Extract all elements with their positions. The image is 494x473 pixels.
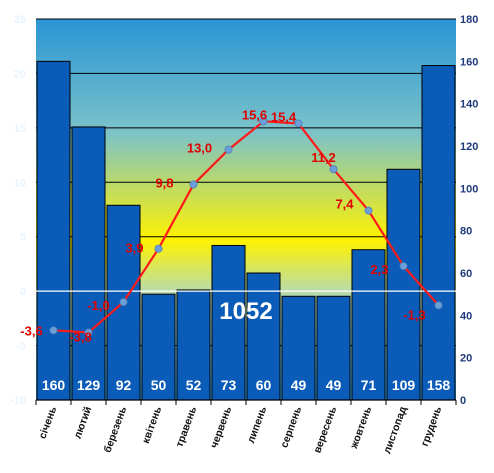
precip-value-label: 52 xyxy=(186,377,202,393)
plot-background xyxy=(36,19,456,400)
precip-bar xyxy=(386,168,421,401)
precip-bar xyxy=(316,295,351,401)
y-right-tick-label: 140 xyxy=(460,99,478,111)
temperature-label: 3,9 xyxy=(125,241,143,256)
y-left-tick-label: 25 xyxy=(14,14,26,26)
precip-bar xyxy=(71,126,106,401)
temperature-label: 11,2 xyxy=(311,150,336,165)
y-left-tick-label: 10 xyxy=(14,177,26,189)
temperature-point xyxy=(84,328,93,337)
temperature-line xyxy=(49,117,443,337)
y-right-tick-label: 0 xyxy=(460,395,466,407)
temperature-label: 15,6 xyxy=(242,107,267,122)
temperature-point xyxy=(49,326,58,335)
y-right-tick-label: 60 xyxy=(460,268,472,280)
temperature-point xyxy=(154,244,163,253)
precip-bar xyxy=(141,293,176,401)
temperature-label: -3,6 xyxy=(20,323,42,338)
y-right-tick-label: 100 xyxy=(460,183,478,195)
temperature-point xyxy=(119,298,128,307)
precip-bar xyxy=(106,204,141,401)
y-left-tick-label: -5 xyxy=(16,341,26,353)
precip-value-label: 60 xyxy=(256,377,272,393)
y-right-tick-label: 80 xyxy=(460,226,472,238)
precip-value-label: 49 xyxy=(291,377,307,393)
annual-total-label: 1052 xyxy=(219,298,272,325)
temperature-point xyxy=(329,165,338,174)
temperature-point xyxy=(259,117,268,126)
temperature-label: 7,4 xyxy=(335,197,354,212)
y-left-tick-label: 0 xyxy=(20,286,26,298)
precip-bar xyxy=(281,295,316,401)
y-left-tick-label: 20 xyxy=(14,68,26,80)
temperature-point xyxy=(434,301,443,310)
precip-value-label: 50 xyxy=(151,377,167,393)
temperature-point xyxy=(224,145,233,154)
y-right-tick-label: 180 xyxy=(460,14,478,26)
data-labels: -3,6 -3,8 -1,0 3,9 9,8 13,0 15,6 15,4 11,2 7,4 2,3… xyxy=(20,107,450,393)
temperature-point xyxy=(364,206,373,215)
precip-value-label: 109 xyxy=(392,377,416,393)
temperature-point xyxy=(399,262,408,271)
y-right-tick-label: 40 xyxy=(460,310,472,322)
temperature-label: 15,4 xyxy=(271,110,297,125)
precip-bar xyxy=(421,65,456,401)
precip-bar xyxy=(246,272,281,401)
temperature-label: 2,3 xyxy=(370,262,388,277)
precip-value-label: 129 xyxy=(77,377,101,393)
y-left-tick-label: 15 xyxy=(14,123,26,135)
temperature-label: 13,0 xyxy=(187,141,212,156)
y-right-tick-label: 20 xyxy=(460,353,472,365)
y-left-tick-label: 5 xyxy=(20,232,26,244)
precip-value-label: 92 xyxy=(116,377,132,393)
temperature-point xyxy=(294,119,303,128)
precip-value-label: 49 xyxy=(326,377,342,393)
temperature-point xyxy=(189,180,198,189)
y-right-tick-label: 120 xyxy=(460,141,478,153)
y-left-tick-label: -10 xyxy=(10,395,26,407)
temperature-label: -3,8 xyxy=(69,330,91,345)
precip-value-label: 158 xyxy=(427,377,451,393)
precip-value-label: 160 xyxy=(42,377,66,393)
precipitation-bars xyxy=(36,60,456,401)
temperature-label: 9,8 xyxy=(155,175,173,190)
temperature-series-line xyxy=(53,120,440,334)
y-right-tick-label: 160 xyxy=(460,56,478,68)
gridlines xyxy=(36,18,456,347)
precip-bar xyxy=(351,249,386,401)
precip-bar xyxy=(36,60,71,401)
temperature-label: -1,3 xyxy=(403,307,425,322)
precip-value-label: 73 xyxy=(221,377,237,393)
precip-value-label: 71 xyxy=(361,377,377,393)
temperature-label: -1,0 xyxy=(87,298,109,313)
